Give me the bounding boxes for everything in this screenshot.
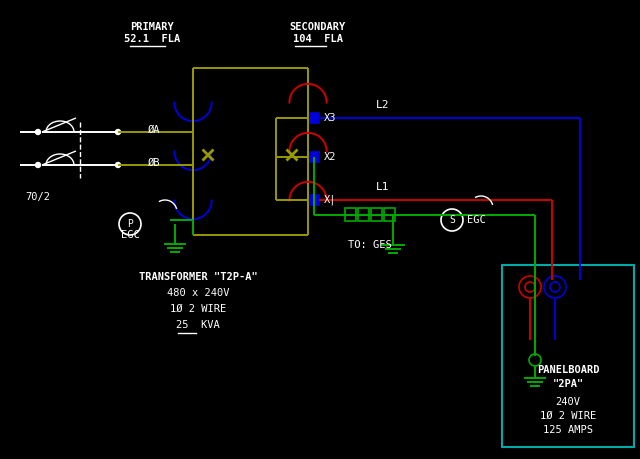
Text: 25  KVA: 25 KVA <box>176 320 220 330</box>
Text: 125 AMPS: 125 AMPS <box>543 425 593 435</box>
Text: 70/2: 70/2 <box>25 192 50 202</box>
Text: "2PA": "2PA" <box>552 379 584 389</box>
Text: SECONDARY: SECONDARY <box>290 22 346 32</box>
Bar <box>371 208 382 221</box>
Circle shape <box>115 129 120 134</box>
Circle shape <box>35 162 40 168</box>
Text: 52.1  FLA: 52.1 FLA <box>124 34 180 44</box>
Text: 104  FLA: 104 FLA <box>293 34 343 44</box>
Text: L2: L2 <box>376 100 390 110</box>
Bar <box>309 195 319 205</box>
Text: X|: X| <box>324 195 337 205</box>
Text: 1Ø 2 WIRE: 1Ø 2 WIRE <box>540 411 596 421</box>
Bar <box>309 152 319 162</box>
Text: S: S <box>449 215 455 225</box>
Circle shape <box>35 129 40 134</box>
Bar <box>502 265 634 447</box>
Text: PRIMARY: PRIMARY <box>130 22 174 32</box>
Text: X2: X2 <box>324 152 337 162</box>
Text: 1Ø 2 WIRE: 1Ø 2 WIRE <box>170 304 226 314</box>
Text: TO: GES: TO: GES <box>348 240 392 250</box>
Bar <box>345 208 356 221</box>
Text: X3: X3 <box>324 113 337 123</box>
Bar <box>309 113 319 123</box>
Text: 480 x 240V: 480 x 240V <box>167 288 229 298</box>
Text: EGC: EGC <box>467 215 486 225</box>
Text: TRANSFORMER "T2P-A": TRANSFORMER "T2P-A" <box>139 272 257 282</box>
Bar <box>358 208 369 221</box>
Text: EGC: EGC <box>120 230 140 240</box>
Text: ØB: ØB <box>148 158 161 168</box>
Text: L1: L1 <box>376 182 390 192</box>
Text: P: P <box>127 219 133 229</box>
Circle shape <box>115 162 120 168</box>
Text: PANELBOARD: PANELBOARD <box>537 365 599 375</box>
Text: ØA: ØA <box>148 125 161 135</box>
Text: 240V: 240V <box>556 397 580 407</box>
Bar <box>384 208 395 221</box>
